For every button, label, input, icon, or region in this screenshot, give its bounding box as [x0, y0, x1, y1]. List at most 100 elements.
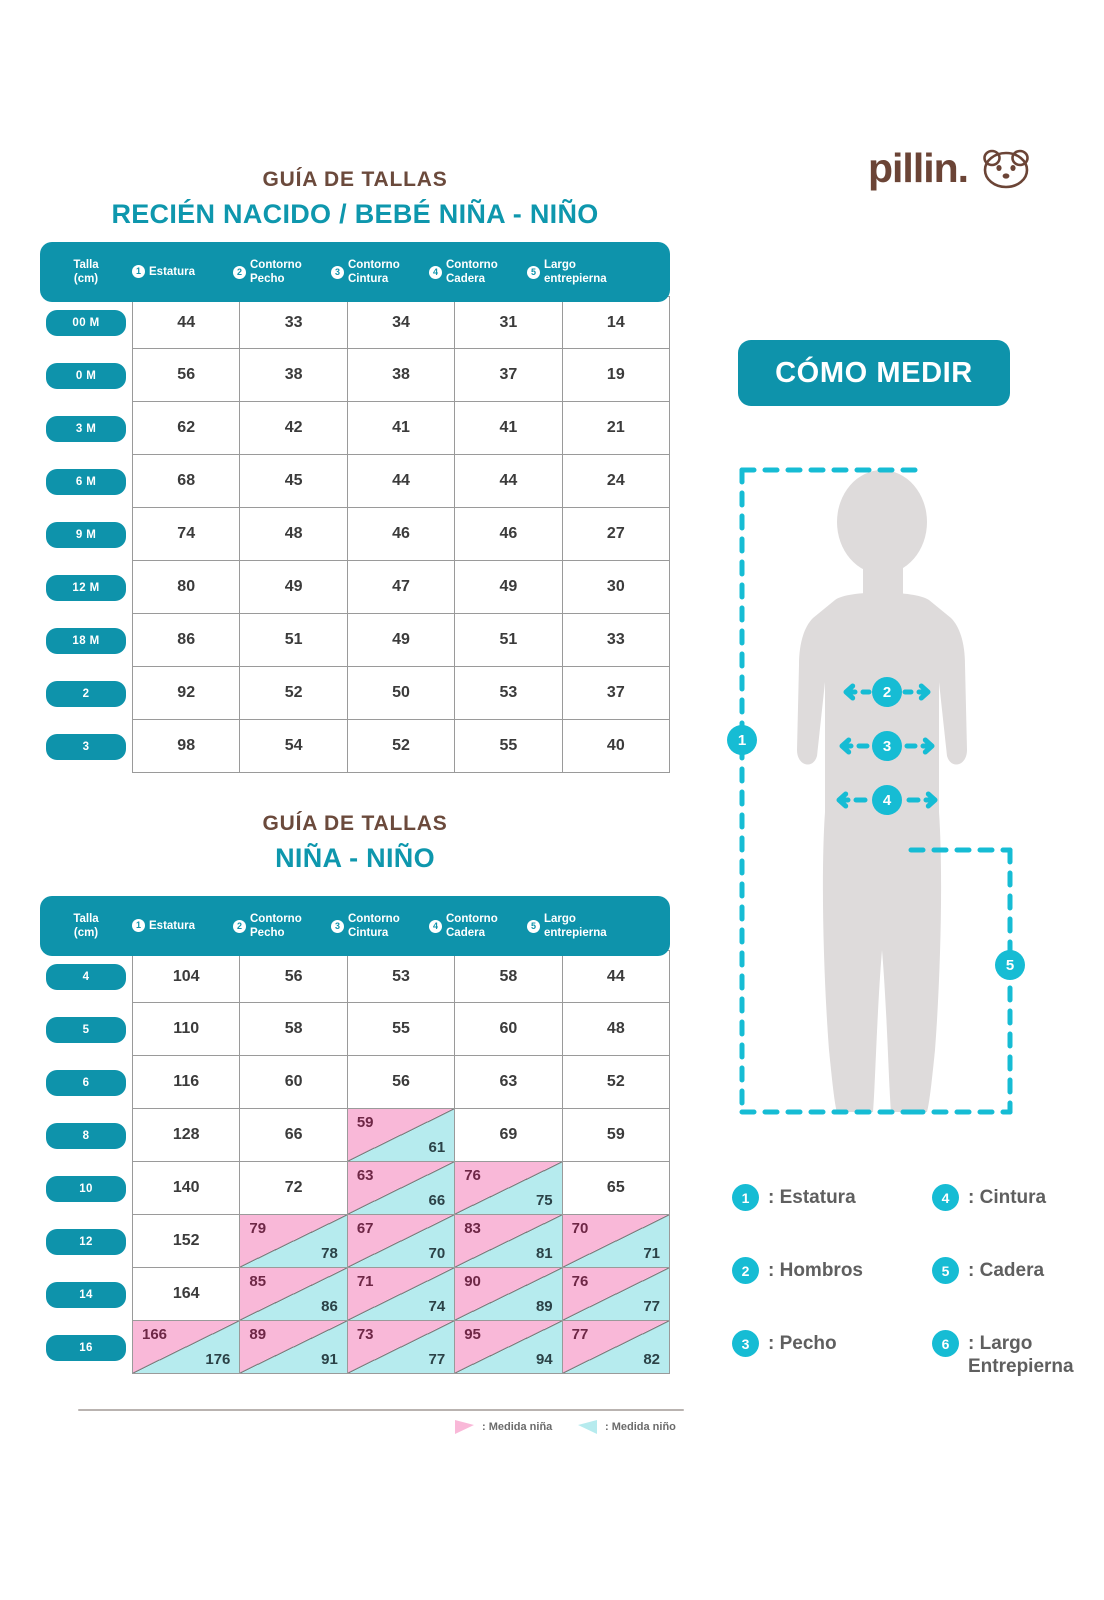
table-row: 16 166 176 89 91 73 77 95 94 77 82 — [40, 1321, 670, 1374]
table-cell-split: 76 77 — [562, 1268, 670, 1321]
row-cells: 166 176 89 91 73 77 95 94 77 82 — [132, 1321, 670, 1374]
size-pill-cell: 16 — [40, 1321, 132, 1374]
medida-nina-value: 83 — [464, 1220, 481, 1237]
medida-nina-value: 67 — [356, 1220, 374, 1237]
key-item: 2: Hombros — [732, 1257, 932, 1284]
row-cells: 86 51 49 51 33 — [132, 614, 670, 667]
size-pill: 6 M — [46, 468, 126, 495]
badge-2-icon: 2 — [233, 919, 246, 933]
table-cell: 110 — [133, 1003, 241, 1056]
table-cell-split: 76 75 — [455, 1162, 563, 1215]
table1-body: 00 M 44 33 34 31 14 0 M 56 38 38 37 19 3 M 62 42 41 41 21… — [40, 296, 670, 773]
size-pill-cell: 8 — [40, 1109, 132, 1162]
row-cells: 92 52 50 53 37 — [132, 667, 670, 720]
table-cell: 116 — [133, 1056, 241, 1109]
size-pill: 16 — [46, 1334, 126, 1361]
medida-nino-value: 71 — [643, 1245, 661, 1262]
medida-nina-value: 166 — [142, 1326, 168, 1343]
table2-col-talla: Talla (cm) — [73, 912, 99, 939]
table-cell: 59 — [562, 1109, 670, 1162]
size-pill-cell: 10 — [40, 1162, 132, 1215]
como-medir-label: CÓMO MEDIR — [775, 356, 973, 389]
table-cell: 58 — [240, 1003, 348, 1056]
table-cell: 34 — [347, 297, 456, 349]
table-cell: 14 — [562, 297, 670, 349]
table-row: 12 M 80 49 47 49 30 — [40, 561, 670, 614]
key-number-icon: 2 — [732, 1257, 759, 1284]
table-cell: 41 — [455, 402, 563, 455]
table-cell: 38 — [240, 349, 348, 402]
table-cell: 45 — [240, 455, 348, 508]
table-cell: 66 — [240, 1109, 348, 1162]
table-cell: 47 — [347, 561, 456, 614]
table-cell-split: 89 91 — [240, 1321, 348, 1374]
table-cell: 56 — [240, 951, 348, 1003]
medida-nina-value: 95 — [464, 1326, 481, 1343]
table-cell: 164 — [133, 1268, 241, 1321]
table2-head-row: Talla (cm) 1 Estatura 2 Contorno Pecho 3… — [40, 896, 670, 956]
medida-nina-value: 63 — [356, 1167, 374, 1184]
legend-divider — [78, 1409, 684, 1411]
badge-5-icon: 5 — [527, 265, 540, 279]
table-cell: 53 — [455, 667, 563, 720]
table-row: 10 140 72 63 66 76 75 65 — [40, 1162, 670, 1215]
table2-header-block: GUÍA DE TALLAS NIÑA - NIÑO — [40, 812, 670, 874]
table-cell: 56 — [133, 349, 241, 402]
pink-triangle-icon — [455, 1420, 474, 1434]
table-cell: 41 — [347, 402, 456, 455]
height-marker: 1 — [727, 725, 757, 755]
size-pill: 8 — [46, 1122, 126, 1149]
size-pill: 4 — [46, 963, 126, 990]
table-cell: 42 — [240, 402, 348, 455]
key-item: 5: Cadera — [932, 1257, 1104, 1284]
table1-col-estatura: 1 Estatura — [132, 265, 233, 279]
row-cells: 74 48 46 46 27 — [132, 508, 670, 561]
table-cell: 49 — [455, 561, 563, 614]
medida-nino-value: 89 — [535, 1298, 553, 1315]
table-cell: 52 — [562, 1056, 670, 1109]
row-cells: 44 33 34 31 14 — [132, 296, 670, 349]
table-cell-split: 63 66 — [347, 1162, 456, 1215]
key-label: : Estatura — [768, 1187, 856, 1208]
table-cell-split: 77 82 — [562, 1321, 670, 1374]
table-row: 2 92 52 50 53 37 — [40, 667, 670, 720]
row-cells: 104 56 53 58 44 — [132, 950, 670, 1003]
medida-nino-value: 75 — [535, 1192, 553, 1209]
table-cell: 38 — [347, 349, 456, 402]
key-label: : Largo Entrepierna — [968, 1333, 1074, 1378]
table-cell: 74 — [133, 508, 241, 561]
size-pill: 3 — [46, 733, 126, 760]
table-cell: 92 — [133, 667, 241, 720]
medida-nina-value: 76 — [571, 1273, 589, 1290]
table-cell: 19 — [562, 349, 670, 402]
table-row: 9 M 74 48 46 46 27 — [40, 508, 670, 561]
key-number-icon: 5 — [932, 1257, 959, 1284]
legend-nina-label: : Medida niña — [482, 1421, 553, 1433]
table1-title: RECIÉN NACIDO / BEBÉ NIÑA - NIÑO — [111, 199, 599, 229]
table-cell: 69 — [455, 1109, 563, 1162]
table-cell: 80 — [133, 561, 241, 614]
table-cell: 63 — [455, 1056, 563, 1109]
table2-col-pecho: 2 Contorno Pecho — [233, 912, 331, 940]
key-item: 3: Pecho — [732, 1330, 932, 1378]
size-pill-cell: 3 — [40, 720, 132, 773]
table-cell-split: 71 74 — [347, 1268, 456, 1321]
table-cell: 40 — [562, 720, 670, 773]
table2-title: NIÑA - NIÑO — [275, 843, 435, 873]
table-cell: 72 — [240, 1162, 348, 1215]
size-pill: 5 — [46, 1016, 126, 1043]
size-pill-cell: 00 M — [40, 296, 132, 349]
table-cell: 44 — [133, 297, 241, 349]
how-to-measure-figure: 1 2 3 4 5 — [715, 450, 1035, 1130]
row-cells: 56 38 38 37 19 — [132, 349, 670, 402]
size-pill: 10 — [46, 1175, 126, 1202]
medida-nina-value: 85 — [249, 1273, 267, 1290]
row-cells: 116 60 56 63 52 — [132, 1056, 670, 1109]
medida-nina-value: 71 — [356, 1273, 374, 1290]
table-cell: 37 — [562, 667, 670, 720]
medida-nina-value: 90 — [464, 1273, 481, 1290]
table-row: 8 128 66 59 61 69 59 — [40, 1109, 670, 1162]
key-label: : Pecho — [768, 1333, 837, 1354]
brand-wordmark: pillin. — [868, 144, 969, 191]
chest-marker: 3 — [872, 731, 902, 761]
